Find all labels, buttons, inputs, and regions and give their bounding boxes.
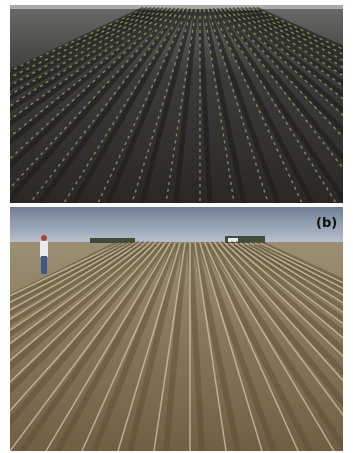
photo-bottom: (b): [0, 207, 353, 451]
panel-label: (b): [316, 216, 337, 231]
sky: [10, 207, 343, 243]
person-jeans: [41, 256, 47, 274]
person-head: [41, 235, 47, 241]
sky-strip: [10, 5, 343, 9]
photo-top: [0, 5, 353, 203]
figure: (b): [0, 0, 353, 453]
person-shirt: [40, 241, 48, 257]
page: (b) (() => { const data = JSON.parse(doc…: [0, 0, 353, 453]
